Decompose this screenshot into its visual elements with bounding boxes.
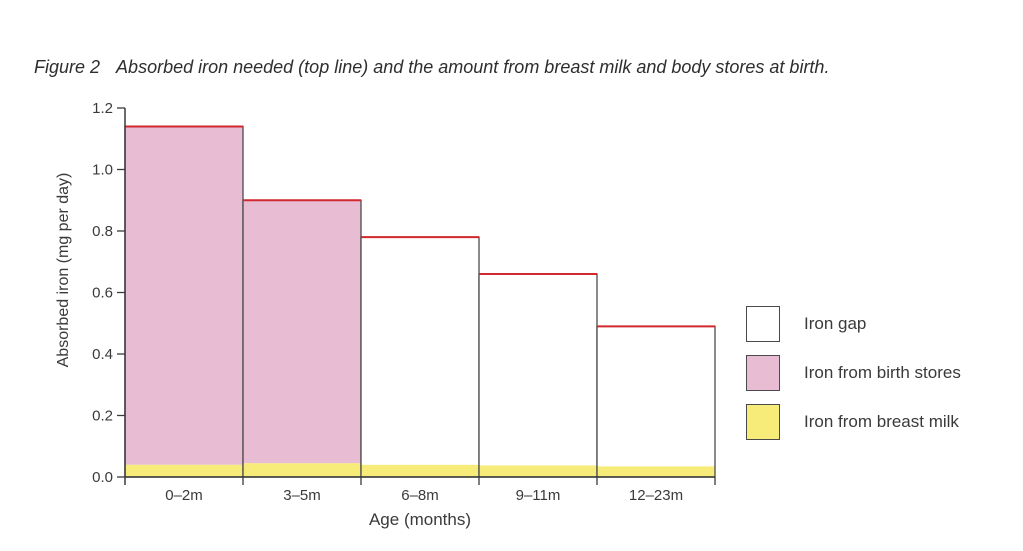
y-tick-label-1-2: 1.2 [92,100,113,117]
legend-label-iron-gap: Iron gap [804,314,867,333]
legend-item-iron-gap: Iron gap [746,306,866,342]
y-tick-label-0-6: 0.6 [92,285,113,302]
legend-label-birth-stores: Iron from birth stores [804,363,961,382]
x-tick-label-6-8m: 6–8m [401,487,439,504]
x-axis-label: Age (months) [369,510,471,529]
x-tick-label-12-23m: 12–23m [629,487,683,504]
legend-swatch-birth-stores [746,355,780,391]
legend-swatch-iron-gap [746,306,780,342]
legend-label-breast-milk: Iron from breast milk [804,412,959,431]
figure-number: Figure 2 [34,57,101,77]
y-tick-label-1-0: 1.0 [92,162,113,179]
x-tick-label-9-11m: 9–11m [516,487,561,504]
bar-iron-from-birth-stores-3-5m [243,200,361,464]
y-tick-label-0-8: 0.8 [92,223,113,240]
bar-iron-from-birth-stores-0-2m [125,126,243,465]
axes: 0–2m 3–5m 6–8m 9–11m 12–23m 0.0 0.2 0.4 0.6 0.8 1.… [92,100,716,504]
x-tick-label-3-5m: 3–5m [283,487,321,504]
legend-item-birth-stores: Iron from birth stores [746,355,961,391]
bar-iron-gap-12-23m [597,326,715,467]
y-tick-label-0-4: 0.4 [92,346,113,363]
y-tick-label-0-2: 0.2 [92,408,113,425]
bar-iron-gap-6-8m [361,237,479,465]
bar-iron-from-breast-milk-12-23m [597,466,715,477]
x-tick-label-0-2m: 0–2m [165,487,203,504]
figure-caption-text: Absorbed iron needed (top line) and the … [116,57,830,77]
bar-iron-from-breast-milk-3-5m [243,463,361,477]
figure-caption: Figure 2 Absorbed iron needed (top line) … [34,57,829,78]
y-tick-label-0-0: 0.0 [92,469,113,486]
bar-iron-from-breast-milk-9-11m [479,465,597,477]
bar-group [124,125,716,478]
bar-iron-from-breast-milk-6-8m [361,464,479,477]
bar-iron-gap-9-11m [479,274,597,466]
legend-swatch-breast-milk [746,404,780,440]
bar-iron-from-breast-milk-0-2m [125,464,243,477]
y-axis-label: Absorbed iron (mg per day) [55,173,72,368]
legend-item-breast-milk: Iron from breast milk [746,404,959,440]
